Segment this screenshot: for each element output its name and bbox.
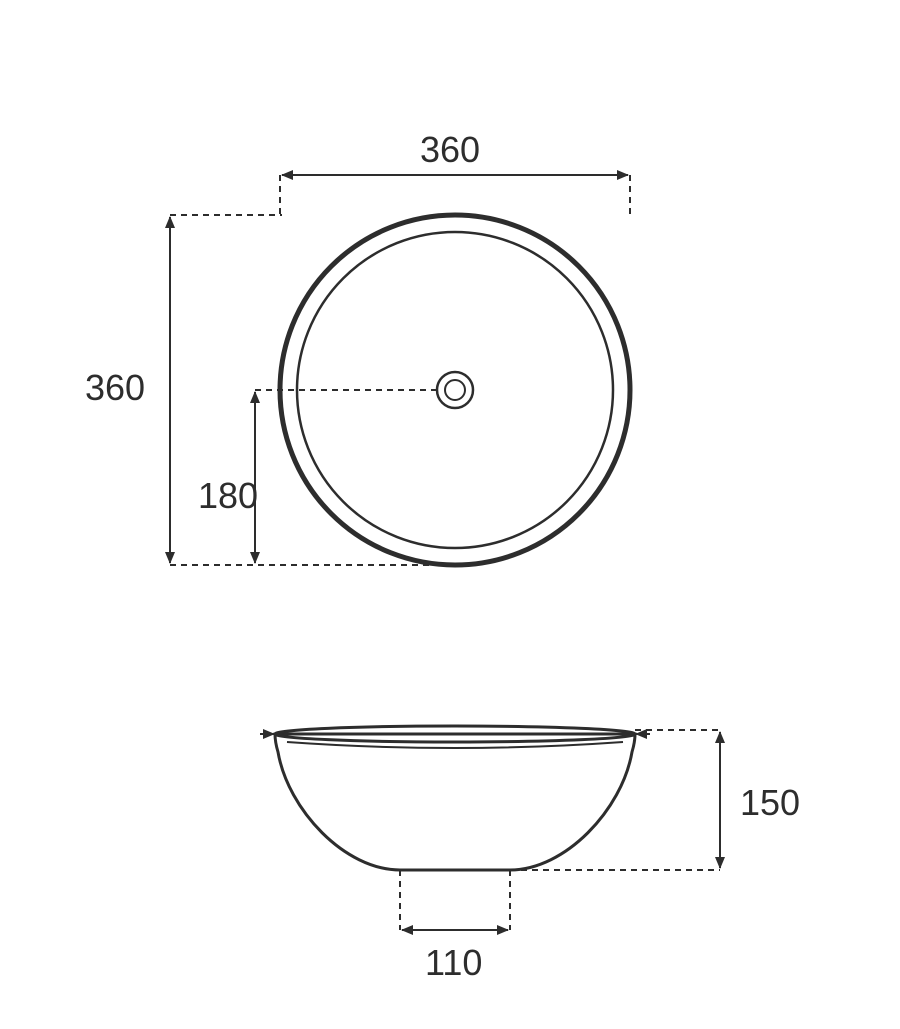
dim-base-width: 110 — [400, 870, 510, 983]
dim-half-height: 180 — [198, 390, 438, 563]
side-view: 150 110 — [260, 726, 800, 983]
top-view: 360 360 180 — [85, 129, 630, 565]
dim-side-height: 150 — [510, 730, 800, 870]
dim-width-label: 360 — [420, 129, 480, 170]
dim-height-label: 360 — [85, 367, 145, 408]
dim-side-height-label: 150 — [740, 782, 800, 823]
drain-outer-circle — [437, 372, 473, 408]
technical-drawing: 360 360 180 150 — [0, 0, 900, 1029]
drain-inner-circle — [445, 380, 465, 400]
dim-base-label: 110 — [425, 942, 482, 983]
dim-width-top: 360 — [280, 129, 630, 218]
dim-half-label: 180 — [198, 475, 258, 516]
bowl-outline — [275, 734, 635, 870]
